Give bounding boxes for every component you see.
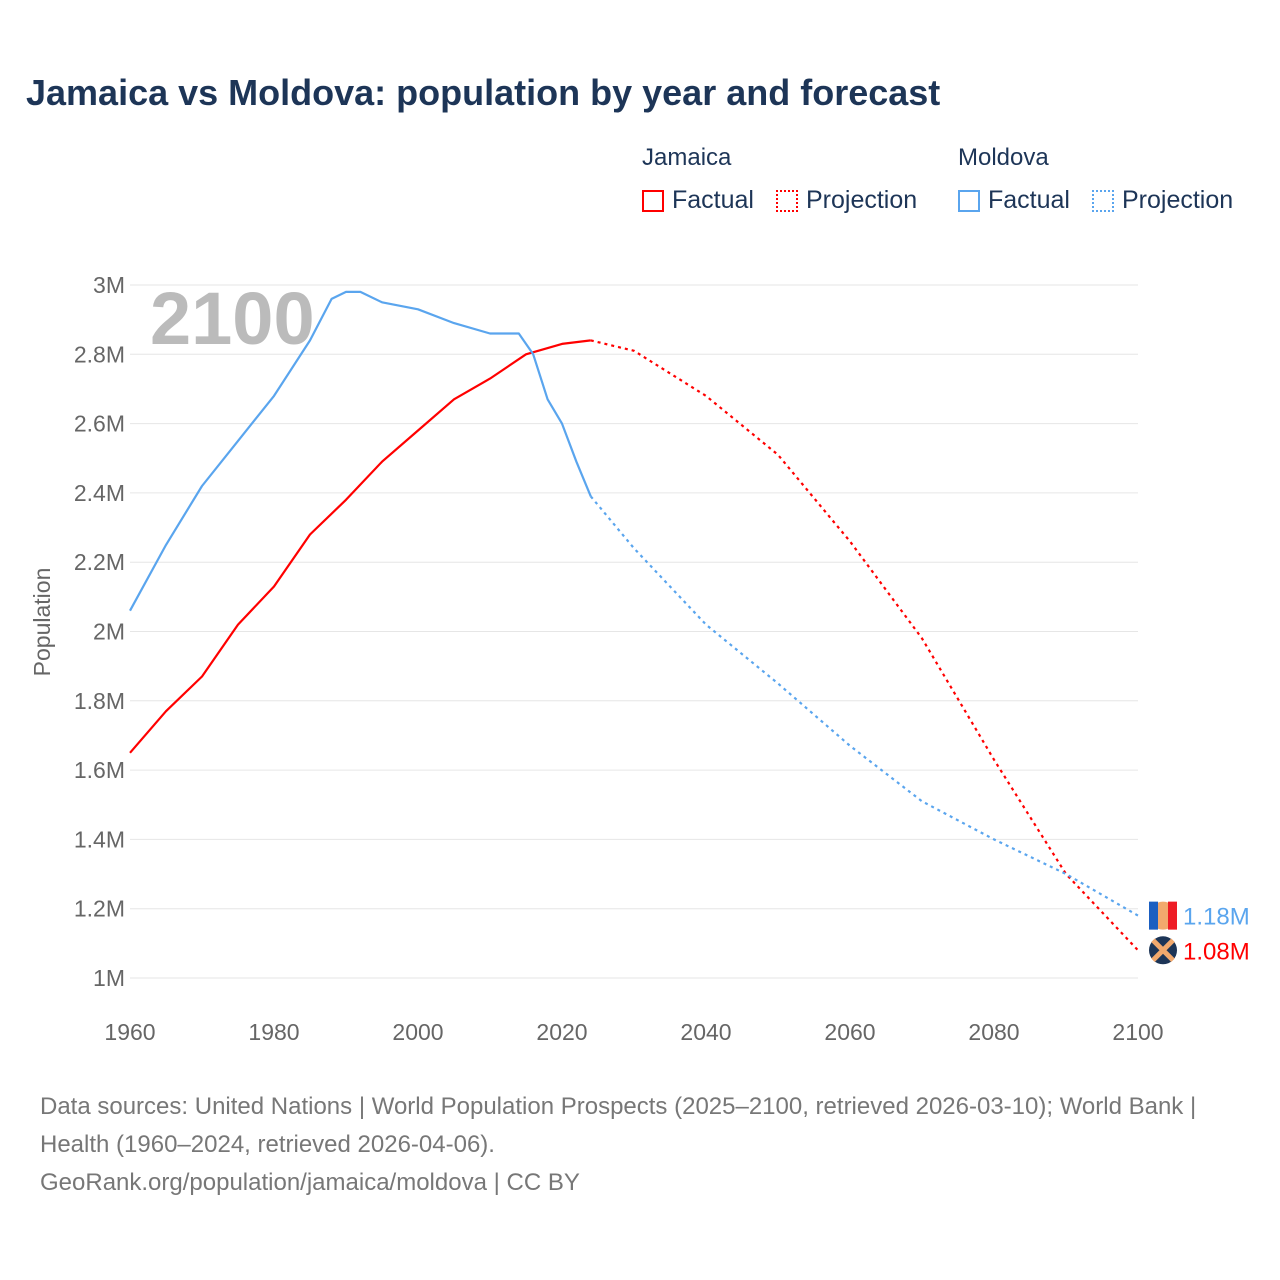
source-note: Data sources: United Nations | World Pop… bbox=[40, 1088, 1240, 1202]
solid-swatch-icon bbox=[642, 189, 664, 212]
legend-label: Factual bbox=[988, 186, 1070, 214]
x-tick-label: 2000 bbox=[392, 1019, 443, 1045]
x-tick-label: 2100 bbox=[1112, 1019, 1163, 1045]
legend-jamaica-heading: Jamaica bbox=[642, 144, 732, 171]
legend-moldova-projection[interactable]: Projection bbox=[1092, 186, 1233, 215]
y-tick-label: 3M bbox=[93, 272, 125, 298]
moldova-factual-line bbox=[129, 290, 592, 612]
y-tick-label: 1M bbox=[93, 965, 125, 991]
moldova-flag-stripe bbox=[1149, 901, 1158, 930]
y-tick-label: 1.2M bbox=[74, 896, 125, 922]
dotted-swatch-icon bbox=[776, 189, 798, 212]
source-link[interactable]: GeoRank.org/population/jamaica/moldova |… bbox=[40, 1169, 580, 1196]
dotted-swatch-icon bbox=[1092, 189, 1114, 212]
y-tick-label: 2.8M bbox=[74, 341, 125, 367]
x-tick-label: 2080 bbox=[968, 1019, 1019, 1045]
y-axis-label: Population bbox=[29, 568, 55, 677]
jamaica-factual-line bbox=[129, 339, 591, 754]
legend-jamaica-projection[interactable]: Projection bbox=[776, 186, 917, 215]
jamaica-end-label: 1.08M bbox=[1183, 938, 1250, 965]
x-tick-label: 2060 bbox=[824, 1019, 875, 1045]
moldova-flag-stripe bbox=[1168, 901, 1177, 930]
x-tick-label: 2020 bbox=[536, 1019, 587, 1045]
solid-swatch-icon bbox=[958, 189, 980, 212]
y-tick-label: 2.2M bbox=[74, 549, 125, 575]
legend-label: Projection bbox=[806, 186, 918, 214]
legend-jamaica-factual[interactable]: Factual bbox=[642, 186, 754, 215]
y-tick-label: 2M bbox=[93, 619, 125, 645]
x-tick-label: 1960 bbox=[104, 1019, 155, 1045]
legend-moldova-heading: Moldova bbox=[958, 144, 1049, 171]
legend-label: Projection bbox=[1122, 186, 1234, 214]
y-tick-label: 1.8M bbox=[74, 688, 125, 714]
source-text: Data sources: United Nations | World Pop… bbox=[40, 1093, 1197, 1158]
chart-title: Jamaica vs Moldova: population by year a… bbox=[26, 72, 941, 113]
moldova-end-label: 1.18M bbox=[1183, 904, 1250, 931]
x-tick-label: 2040 bbox=[680, 1019, 731, 1045]
line-chart: 1M 1.2M 1.4M 1.6M 1.8M 2M 2.2M 2.4M 2.6M 2.8M 3M 19… bbox=[29, 272, 1250, 1045]
y-tick-label: 2.4M bbox=[74, 480, 125, 506]
jamaica-projection-line bbox=[590, 339, 1139, 952]
year-watermark: 2100 bbox=[150, 277, 315, 360]
y-tick-label: 1.4M bbox=[74, 826, 125, 852]
legend-label: Factual bbox=[672, 186, 754, 214]
legend-moldova-factual[interactable]: Factual bbox=[958, 186, 1070, 215]
y-tick-label: 1.6M bbox=[74, 757, 125, 783]
x-tick-label: 1980 bbox=[248, 1019, 299, 1045]
y-tick-label: 2.6M bbox=[74, 411, 125, 437]
jamaica-flag-cross bbox=[1151, 938, 1175, 963]
